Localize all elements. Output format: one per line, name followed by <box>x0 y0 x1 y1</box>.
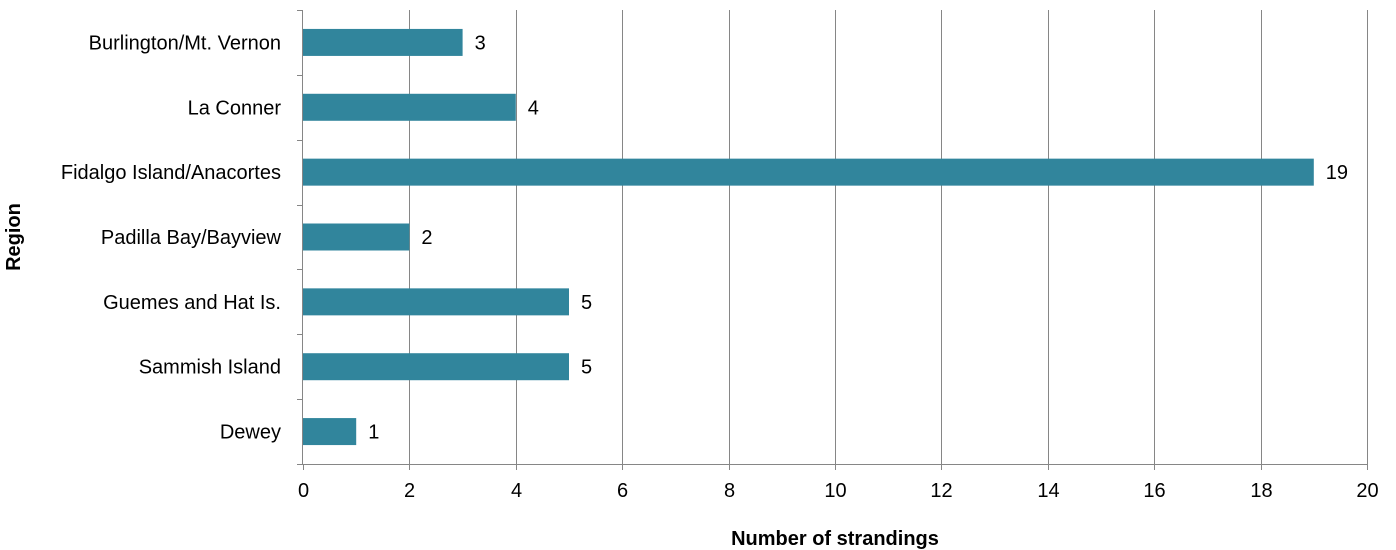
data-label: 3 <box>475 32 486 54</box>
x-tick-label: 10 <box>824 480 846 502</box>
axes <box>297 10 1368 470</box>
data-label: 2 <box>421 227 432 249</box>
category-label: Burlington/Mt. Vernon <box>89 32 281 54</box>
x-tick-label: 14 <box>1037 480 1059 502</box>
bar <box>303 93 516 121</box>
category-label: Padilla Bay/Bayview <box>101 227 282 249</box>
x-tick-label: 18 <box>1250 480 1272 502</box>
x-tick-label: 0 <box>298 480 309 502</box>
data-label: 5 <box>581 292 592 314</box>
x-tick-label: 2 <box>404 480 415 502</box>
category-label: Dewey <box>220 422 281 444</box>
bar <box>303 158 1314 186</box>
category-label: Fidalgo Island/Anacortes <box>61 162 281 184</box>
bars <box>303 28 1314 446</box>
x-axis-title: Number of strandings <box>731 528 939 550</box>
data-label: 4 <box>528 97 539 119</box>
bar <box>303 223 410 251</box>
x-tick-label: 20 <box>1356 480 1378 502</box>
data-label: 5 <box>581 357 592 379</box>
bar <box>303 353 569 381</box>
x-tick-label: 12 <box>930 480 952 502</box>
x-tick-label: 6 <box>617 480 628 502</box>
data-label: 1 <box>368 422 379 444</box>
y-axis-title: Region <box>3 203 25 271</box>
category-label: Sammish Island <box>139 357 281 379</box>
category-label: Guemes and Hat Is. <box>103 292 281 314</box>
bar <box>303 28 463 56</box>
data-label: 19 <box>1326 162 1348 184</box>
x-tick-label: 8 <box>724 480 735 502</box>
category-label: La Conner <box>188 97 282 119</box>
x-tick-label: 4 <box>511 480 522 502</box>
x-tick-label: 16 <box>1143 480 1165 502</box>
bar <box>303 288 569 316</box>
gridlines <box>409 10 1368 464</box>
bar <box>303 418 357 446</box>
